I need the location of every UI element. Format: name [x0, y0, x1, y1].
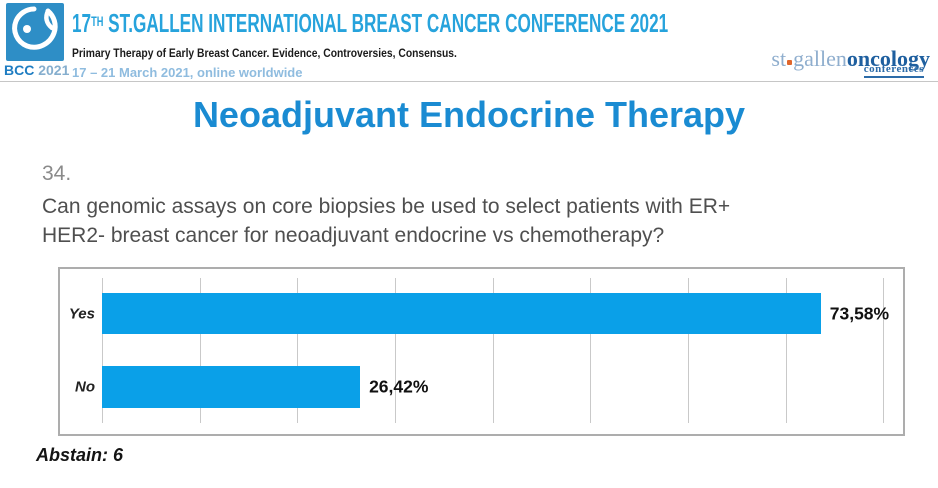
stgallen-logo-gallen: gallen — [793, 46, 847, 71]
poll-bar-chart: 73,58% 26,42% Yes No — [58, 267, 905, 436]
gridline — [785, 278, 787, 423]
bar-value-label-yes: 73,58% — [829, 303, 890, 323]
question-text: Can genomic assays on core biopsies be u… — [42, 192, 730, 250]
stgallen-logo-st: st — [771, 46, 787, 71]
bar-no — [102, 366, 361, 408]
gridline — [102, 278, 103, 423]
gridline — [492, 278, 494, 423]
conference-subtitle: Primary Therapy of Early Breast Cancer. … — [72, 46, 457, 60]
page-title: Neoadjuvant Endocrine Therapy — [192, 94, 746, 135]
gridline — [199, 278, 201, 423]
abstain-count: Abstain: 6 — [36, 445, 124, 465]
question-number: 34. — [42, 162, 72, 185]
water-drop-icon — [12, 6, 58, 50]
bar-yes — [102, 293, 821, 334]
conference-title-ordinal: TH — [91, 13, 104, 29]
bar-value-label-no: 26,42% — [369, 376, 429, 397]
bcc-year: 2021 — [38, 62, 70, 78]
conference-header: 17TH ST.GALLEN INTERNATIONAL BREAST CANC… — [72, 8, 938, 80]
conference-title-number: 17 — [72, 8, 92, 38]
question-line-1: Can genomic assays on core biopsies be u… — [42, 195, 731, 218]
plot-area: 73,58% 26,42% — [102, 278, 903, 423]
question-line-2: HER2- breast cancer for neoadjuvant endo… — [42, 224, 665, 247]
gridline — [395, 278, 397, 423]
header-divider — [0, 81, 938, 82]
category-label-yes: Yes — [68, 305, 95, 323]
stgallen-oncology-logo: st gallenoncology conferences — [771, 46, 930, 78]
stgallen-logo-conferences: conferences — [863, 63, 924, 78]
stgallen-logo-oncology: oncology — [846, 46, 930, 71]
conference-dates: 17 – 21 March 2021, online worldwide — [72, 65, 303, 80]
bcc-logo-caption: BCC 2021 — [4, 62, 70, 78]
category-label-no: No — [75, 378, 95, 396]
orange-dot-icon — [787, 60, 793, 65]
conference-title-text: ST.GALLEN INTERNATIONAL BREAST CANCER CO… — [103, 8, 669, 38]
gridline — [688, 278, 690, 423]
gridline — [883, 278, 885, 423]
bcc-text: BCC — [4, 62, 35, 78]
gridline — [590, 278, 592, 423]
bcc-logo — [6, 3, 64, 61]
conference-title: 17TH ST.GALLEN INTERNATIONAL BREAST CANC… — [72, 8, 668, 39]
gridline — [297, 278, 299, 423]
